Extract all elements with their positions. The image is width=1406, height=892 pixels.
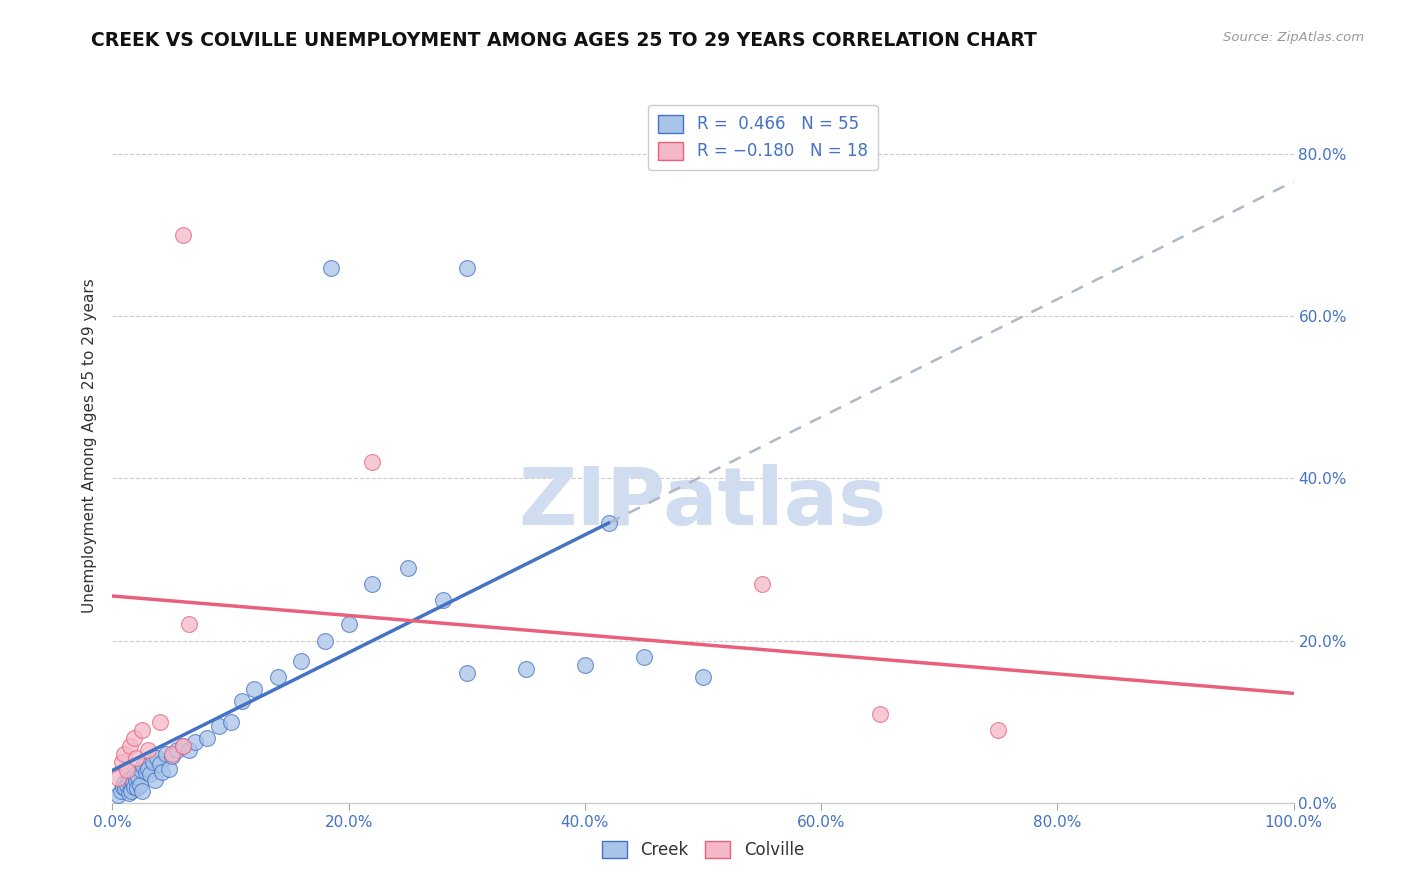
Point: [118, 786, 141, 800]
Point: [751, 577, 773, 591]
Point: [195, 731, 218, 745]
Point: [120, 739, 142, 753]
Point: [131, 783, 153, 797]
Point: [122, 780, 145, 794]
Point: [107, 772, 129, 786]
Point: [139, 767, 162, 781]
Point: [110, 783, 132, 797]
Point: [127, 770, 149, 784]
Point: [142, 756, 165, 770]
Point: [179, 617, 201, 632]
Point: [869, 706, 891, 721]
Text: CREEK VS COLVILLE UNEMPLOYMENT AMONG AGES 25 TO 29 YEARS CORRELATION CHART: CREEK VS COLVILLE UNEMPLOYMENT AMONG AGE…: [91, 31, 1038, 50]
Point: [574, 657, 596, 672]
Point: [112, 775, 135, 789]
Point: [107, 788, 129, 802]
Legend: Creek, Colville: Creek, Colville: [595, 834, 811, 866]
Point: [125, 751, 148, 765]
Point: [157, 762, 180, 776]
Point: [166, 743, 188, 757]
Point: [149, 756, 172, 771]
Point: [456, 260, 478, 275]
Point: [208, 719, 231, 733]
Point: [122, 731, 145, 745]
Point: [314, 633, 336, 648]
Point: [456, 666, 478, 681]
Point: [361, 577, 384, 591]
Point: [115, 764, 138, 778]
Point: [128, 778, 150, 792]
Point: [112, 747, 135, 761]
Point: [120, 772, 142, 786]
Point: [132, 759, 155, 773]
Point: [361, 455, 384, 469]
Point: [179, 743, 201, 757]
Point: [172, 228, 194, 243]
Point: [143, 773, 166, 788]
Point: [172, 739, 194, 753]
Point: [267, 670, 290, 684]
Point: [598, 516, 620, 530]
Text: Source: ZipAtlas.com: Source: ZipAtlas.com: [1223, 31, 1364, 45]
Y-axis label: Unemployment Among Ages 25 to 29 years: Unemployment Among Ages 25 to 29 years: [82, 278, 97, 614]
Point: [155, 747, 177, 761]
Point: [120, 783, 142, 797]
Point: [136, 743, 159, 757]
Point: [124, 767, 146, 781]
Point: [337, 617, 360, 632]
Point: [146, 751, 169, 765]
Point: [149, 714, 172, 729]
Point: [231, 694, 253, 708]
Point: [121, 775, 143, 789]
Point: [125, 773, 148, 788]
Point: [219, 714, 242, 729]
Point: [129, 764, 152, 778]
Point: [987, 723, 1010, 737]
Text: ZIPatlas: ZIPatlas: [519, 464, 887, 542]
Point: [160, 748, 183, 763]
Point: [111, 756, 134, 770]
Point: [432, 593, 454, 607]
Point: [117, 773, 139, 788]
Point: [131, 723, 153, 737]
Point: [290, 654, 312, 668]
Point: [319, 260, 342, 275]
Point: [633, 649, 655, 664]
Point: [184, 735, 207, 749]
Point: [136, 762, 159, 776]
Point: [692, 670, 714, 684]
Point: [112, 780, 135, 794]
Point: [396, 560, 419, 574]
Point: [160, 747, 183, 761]
Point: [172, 739, 194, 753]
Point: [114, 781, 136, 796]
Point: [135, 764, 157, 779]
Point: [243, 682, 266, 697]
Point: [150, 764, 173, 779]
Point: [127, 781, 149, 796]
Point: [515, 662, 537, 676]
Point: [115, 778, 138, 792]
